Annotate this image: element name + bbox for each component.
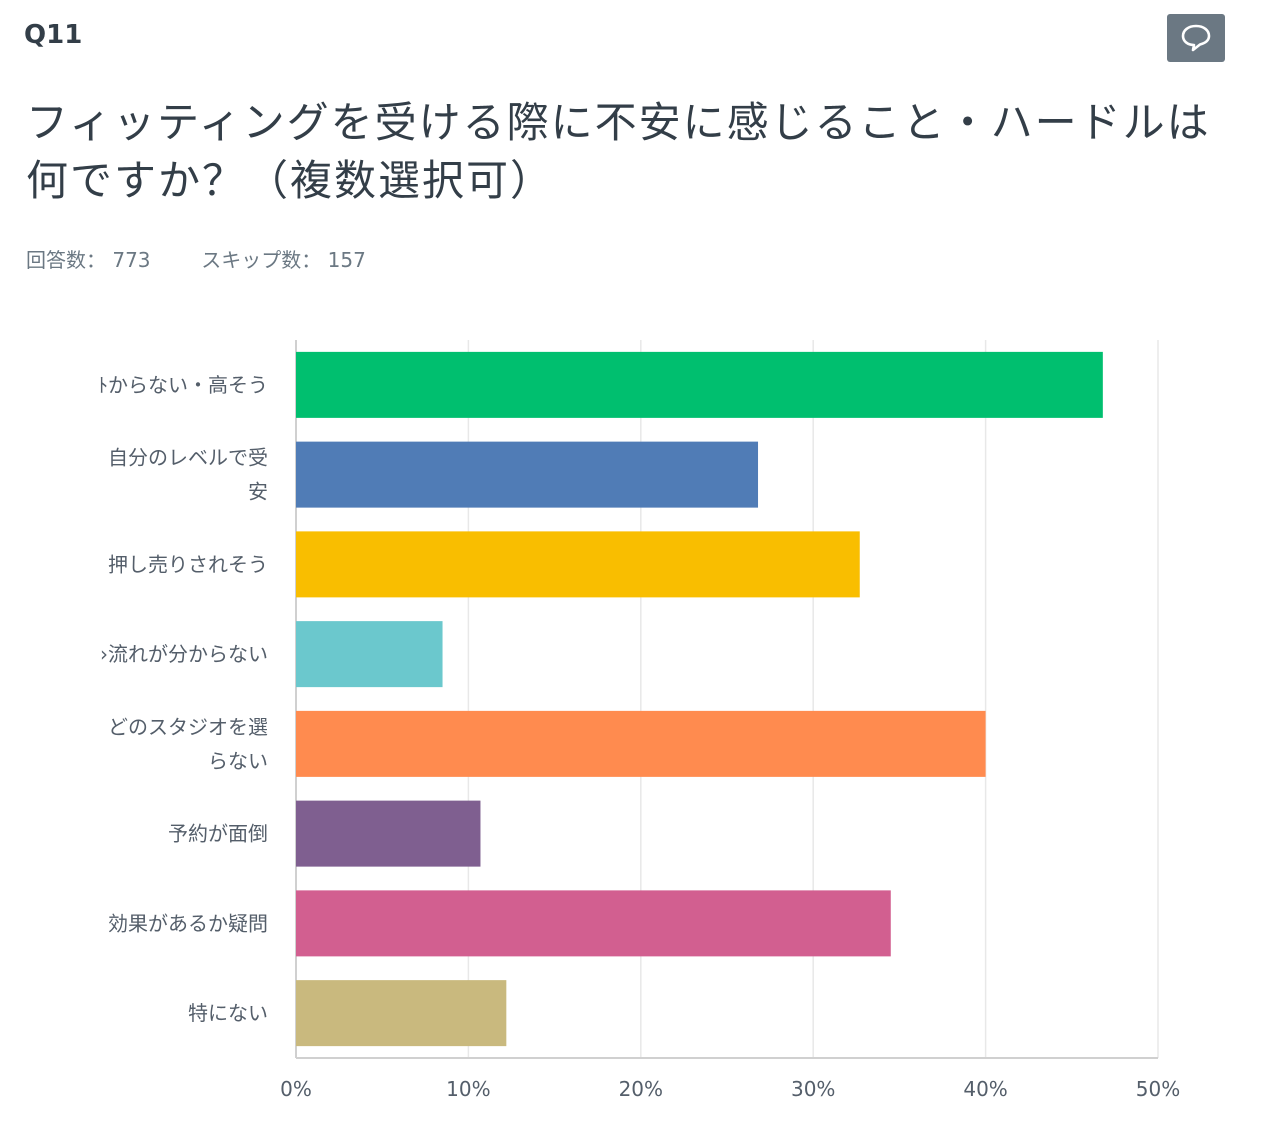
bar (296, 441, 759, 508)
category-label: 効果があるか疑問 (108, 911, 268, 935)
category-label-line: 効果があるか疑問 (108, 911, 268, 935)
bar (296, 800, 481, 867)
x-tick-label: 0% (280, 1077, 312, 1101)
x-tick-label: 50% (1136, 1077, 1180, 1101)
bar (296, 980, 507, 1047)
category-label: ›流れが分からない (100, 642, 268, 666)
bar (296, 710, 986, 777)
x-tick-label: 10% (446, 1077, 490, 1101)
skipped-count: 157 (327, 248, 366, 272)
question-number: Q11 (24, 20, 83, 50)
bar (296, 531, 860, 598)
category-label-line: 安 (248, 480, 268, 504)
x-tick-label: 40% (963, 1077, 1007, 1101)
category-label-line: 押し売りされそう (108, 552, 268, 576)
bar (296, 890, 891, 957)
speech-bubble-icon (1181, 24, 1211, 52)
category-label-line: どのスタジオを選 (108, 715, 268, 739)
category-label-line: 自分のレベルで受 (108, 446, 268, 470)
category-label-line: らない (208, 749, 268, 773)
answered-count: 773 (112, 248, 151, 272)
category-label: 押し売りされそう (108, 552, 268, 576)
category-label: 特にない (188, 1001, 268, 1025)
comment-button[interactable] (1167, 14, 1225, 62)
bar (296, 351, 1103, 418)
answered-label: 回答数： (26, 248, 106, 272)
skipped-label: スキップ数： (201, 248, 322, 272)
category-label-line: ﾄからない・高そう (98, 373, 268, 397)
category-label: 予約が面倒 (168, 822, 268, 846)
category-label-line: 特にない (188, 1001, 268, 1025)
x-tick-label: 20% (619, 1077, 663, 1101)
bar (296, 621, 443, 688)
response-stats: 回答数： 773 スキップ数： 157 (26, 244, 366, 273)
category-label: ﾄからない・高そう (98, 373, 268, 397)
x-tick-label: 30% (791, 1077, 835, 1101)
category-label-line: ›流れが分からない (100, 642, 268, 666)
category-label-line: 予約が面倒 (168, 822, 268, 846)
question-title: フィッティングを受ける際に不安に感じること・ハードルは何ですか？（複数選択可） (26, 98, 1211, 205)
